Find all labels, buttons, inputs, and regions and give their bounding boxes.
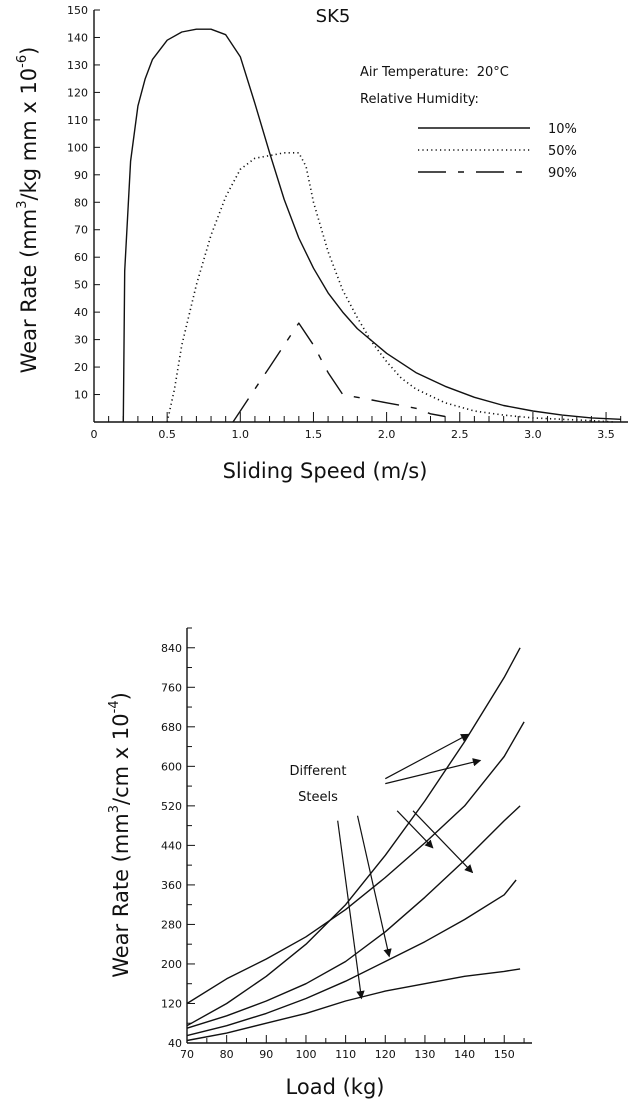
x-tick-label: 90 (259, 1048, 273, 1061)
y-tick-label: 440 (161, 839, 182, 852)
y-tick-label: 60 (74, 251, 88, 264)
y-tick-label: 90 (74, 169, 88, 182)
y-axis-label: Wear Rate (mm3/kg mm x 10-6) (15, 47, 41, 374)
axes (93, 9, 628, 423)
x-tick-label: 1.0 (232, 428, 250, 441)
y-tick-label: 360 (161, 879, 182, 892)
x-tick-labels: 70 80 90 100 110 120 130 140 150 (180, 1048, 515, 1061)
steel-curve-3 (186, 805, 521, 1029)
y-tick-label: 70 (74, 224, 88, 237)
x-axis-label: Load (kg) (286, 1075, 385, 1099)
x-tick-label: 2.0 (378, 428, 396, 441)
annotation-arrow-6 (337, 820, 365, 1000)
chart-title: SK5 (316, 6, 351, 27)
steel-curve-4 (186, 879, 517, 1037)
y-tick-labels: 10 20 30 40 50 60 70 80 90 100 110 120 130 140 150 (67, 4, 88, 402)
x-tick-label: 140 (454, 1048, 475, 1061)
y-tick-label: 520 (161, 800, 182, 813)
x-tick-label: 70 (180, 1048, 194, 1061)
y-tick-label: 80 (74, 196, 88, 209)
legend-label-50: 50% (548, 144, 577, 159)
annotation-arrow-4 (396, 810, 434, 849)
y-tick-label: 40 (74, 306, 88, 319)
wear-vs-load-chart: 70 80 90 100 110 120 130 140 150 401202002803604… (107, 627, 532, 1099)
x-tick-label: 1.5 (305, 428, 323, 441)
humidity-annotation: Relative Humidity: (360, 92, 479, 107)
series-lines (122, 28, 621, 423)
series-line-1 (122, 28, 621, 423)
annotation-arrow-1 (384, 733, 470, 780)
y-tick-label: 680 (161, 721, 182, 734)
y-tick-label: 10 (74, 389, 88, 402)
y-tick-label: 120 (161, 997, 182, 1010)
x-tick-label: 0 (91, 428, 98, 441)
y-tick-label: 130 (67, 59, 88, 72)
series-line-3 (232, 322, 446, 423)
y-tick-label: 200 (161, 958, 182, 971)
x-tick-label: 120 (375, 1048, 396, 1061)
x-tick-label: 80 (220, 1048, 234, 1061)
series-lines (186, 647, 525, 1042)
x-tick-label: 3.5 (597, 428, 615, 441)
legend: 10% 50% 90% (418, 122, 577, 181)
x-tick-label: 2.5 (451, 428, 469, 441)
y-tick-label: 760 (161, 681, 182, 694)
y-tick-label: 150 (67, 4, 88, 17)
steel-curve-2 (186, 647, 521, 1027)
y-tick-label: 100 (67, 141, 88, 154)
annotation-arrows (337, 733, 482, 1000)
wear-vs-speed-chart: SK5 0 0.5 1.0 1.5 2.0 2.5 3.0 3.5 10 20 30 40 50 60 7… (15, 4, 628, 483)
x-tick-label: 150 (494, 1048, 515, 1061)
annotation-different: Different (290, 764, 347, 779)
x-tick-label: 110 (335, 1048, 356, 1061)
annotation-arrow-3 (412, 810, 474, 874)
y-tick-label: 120 (67, 86, 88, 99)
y-tick-label: 840 (161, 642, 182, 655)
x-tick-label: 0.5 (158, 428, 176, 441)
x-tick-label: 3.0 (524, 428, 542, 441)
legend-label-10: 10% (548, 122, 577, 137)
annotation-steels: Steels (298, 790, 338, 805)
steel-curve-5 (186, 968, 521, 1042)
y-tick-label: 40 (168, 1037, 182, 1050)
y-tick-label: 280 (161, 918, 182, 931)
x-tick-label: 130 (414, 1048, 435, 1061)
air-temperature-annotation: Air Temperature: 20°C (360, 65, 509, 80)
annotation-arrow-2 (385, 758, 482, 785)
y-tick-label: 600 (161, 760, 182, 773)
steel-curve-1 (186, 721, 525, 1005)
y-tick-labels: 40 120 200 280 360 440 520 600 680 760 840 (161, 642, 182, 1050)
x-axis-label: Sliding Speed (m/s) (223, 459, 428, 483)
legend-label-90: 90% (548, 166, 577, 181)
y-tick-label: 140 (67, 31, 88, 44)
x-tick-labels: 0 0.5 1.0 1.5 2.0 2.5 3.0 3.5 (91, 428, 615, 441)
series-line-2 (166, 152, 614, 423)
y-tick-label: 20 (74, 361, 88, 374)
y-tick-label: 110 (67, 114, 88, 127)
x-tick-label: 100 (295, 1048, 316, 1061)
y-tick-label: 30 (74, 334, 88, 347)
axes (186, 627, 532, 1044)
annotation-arrow-5 (356, 815, 392, 958)
y-axis-label: Wear Rate (mm3/cm x 10-4) (107, 692, 133, 978)
y-tick-label: 50 (74, 279, 88, 292)
